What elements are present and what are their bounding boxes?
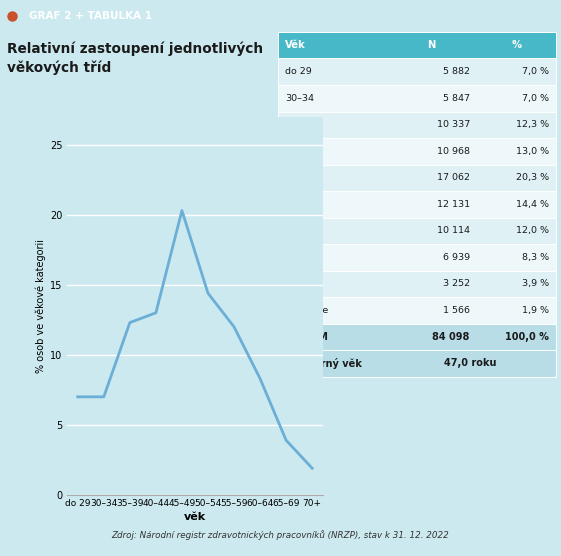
Bar [278, 271, 556, 297]
Text: 3,9 %: 3,9 % [522, 279, 549, 288]
Text: 14,4 %: 14,4 % [516, 200, 549, 208]
Text: 7,0 %: 7,0 % [522, 94, 549, 103]
Text: GRAF 2 + TABULKA 1: GRAF 2 + TABULKA 1 [29, 11, 152, 21]
Text: Věk: Věk [285, 40, 306, 50]
Text: 40–44: 40–44 [285, 147, 314, 156]
Text: 45–49: 45–49 [285, 173, 314, 182]
Text: 100,0 %: 100,0 % [505, 332, 549, 342]
X-axis label: věk: věk [184, 512, 206, 522]
Text: Relativní zastoupení jednotlivých
věkových tříd: Relativní zastoupení jednotlivých věkový… [7, 42, 263, 75]
Bar [278, 32, 556, 58]
Text: 8,3 %: 8,3 % [522, 253, 549, 262]
Text: 35–39: 35–39 [285, 120, 314, 129]
Bar [278, 191, 556, 217]
Bar [278, 324, 556, 350]
Bar [278, 138, 556, 165]
Text: 12,0 %: 12,0 % [516, 226, 549, 235]
Bar [278, 85, 556, 112]
Text: %: % [511, 40, 521, 50]
Text: 20,3 %: 20,3 % [516, 173, 549, 182]
Text: CELKEM: CELKEM [285, 332, 329, 342]
Text: 17 062: 17 062 [437, 173, 470, 182]
Bar [278, 112, 556, 138]
Text: 7,0 %: 7,0 % [522, 67, 549, 76]
Bar [278, 217, 556, 244]
Text: 65–69: 65–69 [285, 279, 314, 288]
Text: 10 114: 10 114 [437, 226, 470, 235]
Text: 10 337: 10 337 [436, 120, 470, 129]
Text: 5 882: 5 882 [443, 67, 470, 76]
Bar [278, 165, 556, 191]
Text: 12 131: 12 131 [436, 200, 470, 208]
Text: Zdroj: Národní registr zdravotnických pracovníků (NRZP), stav k 31. 12. 2022: Zdroj: Národní registr zdravotnických pr… [112, 530, 449, 540]
Text: N: N [427, 40, 435, 50]
Text: 84 098: 84 098 [433, 332, 470, 342]
Text: 13,0 %: 13,0 % [516, 147, 549, 156]
Text: 30–34: 30–34 [285, 94, 314, 103]
Text: 12,3 %: 12,3 % [516, 120, 549, 129]
Text: 1 566: 1 566 [443, 306, 470, 315]
Text: 50–54: 50–54 [285, 200, 314, 208]
Text: 1,9 %: 1,9 % [522, 306, 549, 315]
Text: 60–64: 60–64 [285, 253, 314, 262]
Text: 70 a více: 70 a více [285, 306, 328, 315]
Y-axis label: % osob ve věkové kategorii: % osob ve věkové kategorii [35, 239, 46, 373]
Bar [278, 350, 556, 376]
Text: Průměrný věk: Průměrný věk [285, 357, 362, 369]
Text: 6 939: 6 939 [443, 253, 470, 262]
Text: 5 847: 5 847 [443, 94, 470, 103]
Text: 47,0 roku: 47,0 roku [444, 358, 496, 368]
Bar [278, 244, 556, 271]
Text: 55–59: 55–59 [285, 226, 314, 235]
Text: 3 252: 3 252 [443, 279, 470, 288]
Text: do 29: do 29 [285, 67, 312, 76]
Text: 10 968: 10 968 [437, 147, 470, 156]
Bar [278, 58, 556, 85]
Bar [278, 297, 556, 324]
